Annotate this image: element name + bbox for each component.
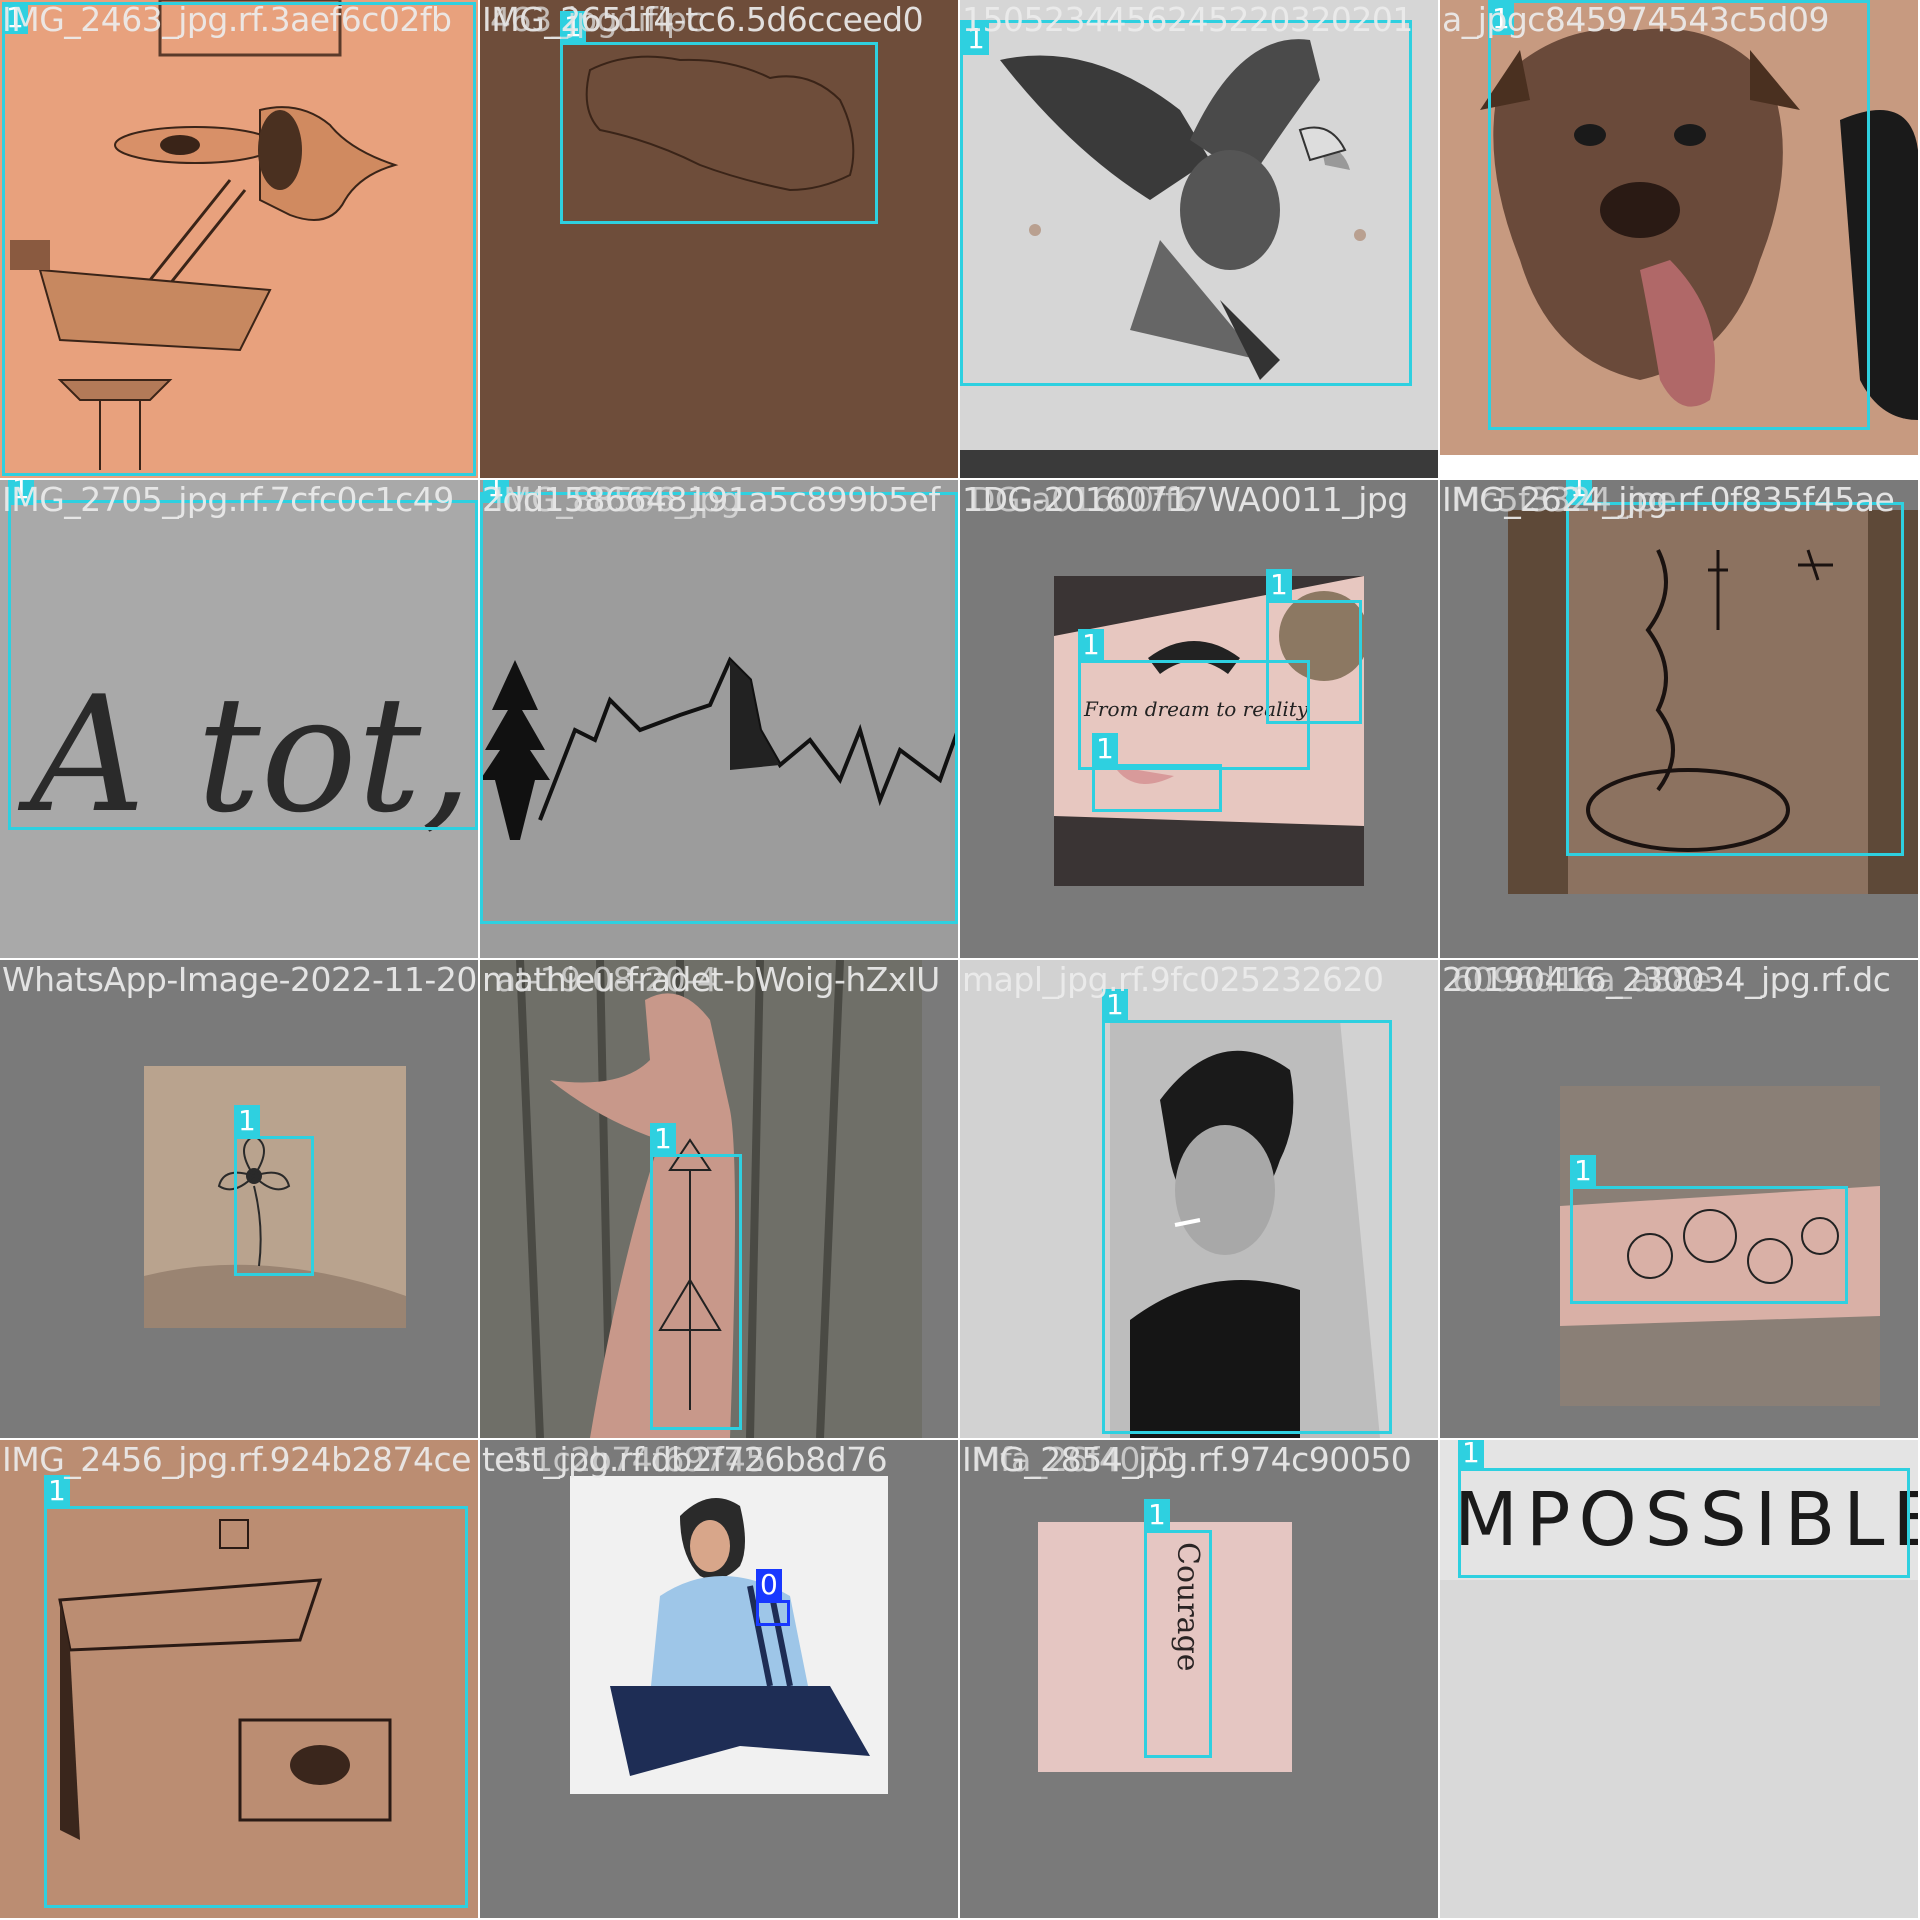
impossible-tattoo-illustration: MPOSSIBLE [1440, 1440, 1918, 1918]
dog-portrait-illustration [1440, 0, 1918, 478]
tile-10[interactable]: mathieu-fradet-bWoig-hZxIU at-19-08-20-4… [480, 960, 958, 1438]
tile-14[interactable]: test_jpg.rf.db2f726b8d76 c11c2b74f69745 … [480, 1440, 958, 1918]
class-label: 1 [1570, 1155, 1596, 1187]
image-filename: 1DG-20160717WA0011_jpg [962, 480, 1408, 519]
detection-box[interactable]: 1 [650, 1123, 742, 1430]
tattoo-photo [1440, 0, 1918, 478]
tile-5[interactable]: A tot, si IMG_2705_jpg.rf.7cfc0c1c49 1 [0, 480, 478, 958]
tile-12[interactable]: 20190416_230034_jpg.rf.dc 6096d16a_a88e … [1440, 960, 1918, 1438]
tattoo-photo [0, 1440, 478, 1918]
class-label: 1 [483, 480, 509, 503]
class-label: 1 [1102, 989, 1128, 1021]
tattoo-word-text: MPOSSIBLE [1454, 1477, 1918, 1563]
mountain-tattoo-illustration [480, 480, 958, 958]
tattoo-photo [480, 0, 958, 478]
detection-box[interactable]: 1 [1488, 0, 1870, 430]
tile-4[interactable]: a_jpgc845974543c5d09 1 [1440, 0, 1918, 478]
class-label: 1 [1566, 480, 1592, 503]
detection-box[interactable]: 1 [1144, 1499, 1212, 1758]
surreal-head-illustration [10, 0, 399, 470]
tattoo-script-text: From dream to reality [1083, 697, 1309, 721]
image-filename: IMG_2854_jpg.rf.974c90050 [962, 1440, 1412, 1479]
tattoo-photo: A tot, si [0, 480, 478, 958]
tile-11[interactable]: mapl_jpg.rf.9fc025232620 1 [960, 960, 1438, 1438]
image-filename: WhatsApp-Image-2022-11-20 [2, 960, 477, 999]
tile-15[interactable]: Courage IMG_2854_jpg.rf.974c90050 Mfa_26… [960, 1440, 1438, 1918]
overlapping-filename: 6096d16a_a88e [1452, 960, 1712, 999]
tile-1[interactable]: IMG_2463_jpg.rf.3aef6c02fb 1 [0, 0, 478, 478]
tile-8[interactable]: IMG_2624_jpg.rf.0f835f45ae Mc5f3324_jpe … [1440, 480, 1918, 958]
tile-6[interactable]: 2dd1586648191a5c899b5ef IMG_88566_jpg 1 [480, 480, 958, 958]
eagle-illustration [960, 0, 1438, 478]
tattoo-word-text: Courage [1170, 1542, 1205, 1672]
tattoo-photo [480, 960, 922, 1438]
detection-box[interactable]: 1 [1570, 1155, 1848, 1304]
tile-13[interactable]: IMG_2456_jpg.rf.924b2874ce 1 [0, 1440, 478, 1918]
class-label: 1 [234, 1105, 260, 1137]
image-filename: 20190416_230034_jpg.rf.dc [1442, 960, 1891, 999]
detection-box[interactable]: 1 [1458, 1440, 1910, 1578]
class-label: 1 [1458, 1440, 1484, 1469]
tattoo-photo [960, 960, 1438, 1438]
grid-illusion-illustration [0, 1440, 478, 1918]
vertical-script-illustration [1508, 510, 1918, 894]
detection-box[interactable]: 1 [960, 20, 1412, 386]
tile-9[interactable]: WhatsApp-Image-2022-11-20 1 [0, 960, 478, 1438]
detection-box[interactable]: 1 [1092, 733, 1222, 812]
class-label: 1 [650, 1123, 676, 1155]
overlapping-filename: c11c2b74f69745 [494, 1440, 766, 1479]
detection-box-class0[interactable]: 0 [756, 1569, 790, 1626]
class-label: 1 [963, 23, 989, 55]
class-label: 1 [8, 480, 34, 505]
detection-box[interactable]: 1 [234, 1105, 314, 1276]
tattoo-photo: MPOSSIBLE [1440, 1440, 1918, 1918]
class-label: 1 [1092, 733, 1118, 765]
detection-box[interactable]: 1 [2, 2, 476, 476]
tile-3[interactable]: 1505234456245220320201 1 [960, 0, 1438, 478]
detection-box[interactable]: 1 [8, 480, 478, 830]
detection-box[interactable]: 1 [1078, 629, 1310, 770]
detection-box[interactable]: 1 [480, 480, 958, 924]
floral-tattoo-illustration [1560, 1086, 1880, 1406]
tile-7[interactable]: From dream to reality 1DG-20160717WA0011… [960, 480, 1438, 958]
detection-box[interactable]: 1 [44, 1475, 468, 1908]
class-label: 1 [560, 11, 586, 43]
jacket-model-illustration [570, 1476, 888, 1794]
overlapping-filename: DG-a01600ff6 [970, 480, 1197, 519]
class-label: 1 [1144, 1499, 1170, 1531]
tile-2[interactable]: IMG_2651f4-tc6.5d6cceed0 463_jpgdifipc 1 [480, 0, 958, 478]
class-label: 1 [1266, 569, 1292, 601]
class-label: 1 [1488, 3, 1514, 35]
tattoo-photo [1508, 510, 1918, 894]
script-tattoo-illustration: A tot, si [0, 480, 478, 958]
class-label: 1 [44, 1475, 70, 1507]
detection-box[interactable]: 1 [1566, 480, 1904, 856]
detection-box[interactable]: 1 [560, 11, 878, 224]
tattoo-photo [144, 1066, 406, 1328]
class-label: 1 [2, 2, 28, 34]
portrait-tattoo-illustration [960, 960, 1438, 1438]
tattoo-photo [480, 480, 958, 958]
tattoo-photo [1560, 1086, 1880, 1406]
tattoo-script-text: A tot, si [17, 661, 478, 848]
image-filename: test_jpg.rf.db2f726b8d76 [482, 1440, 888, 1479]
forearm-tattoo-illustration: From dream to reality [1054, 576, 1364, 886]
tile-16[interactable]: MPOSSIBLE 1 [1440, 1440, 1918, 1918]
overlapping-filename: Mfa_26f4071 [972, 1440, 1181, 1479]
class-label: 0 [756, 1569, 782, 1601]
courage-tattoo-illustration: Courage [1038, 1522, 1292, 1772]
island-outline-illustration [480, 0, 958, 478]
model-photo [570, 1476, 888, 1794]
tattoo-photo: From dream to reality [1054, 576, 1364, 886]
tattoo-photo [960, 0, 1438, 478]
flower-tattoo-illustration [144, 1066, 406, 1328]
arrow-tattoo-illustration [480, 960, 922, 1438]
class-label: 1 [1078, 629, 1104, 661]
tattoo-photo [0, 0, 478, 478]
tattoo-photo: Courage [1038, 1522, 1292, 1772]
detection-box[interactable]: 1 [1102, 989, 1392, 1434]
